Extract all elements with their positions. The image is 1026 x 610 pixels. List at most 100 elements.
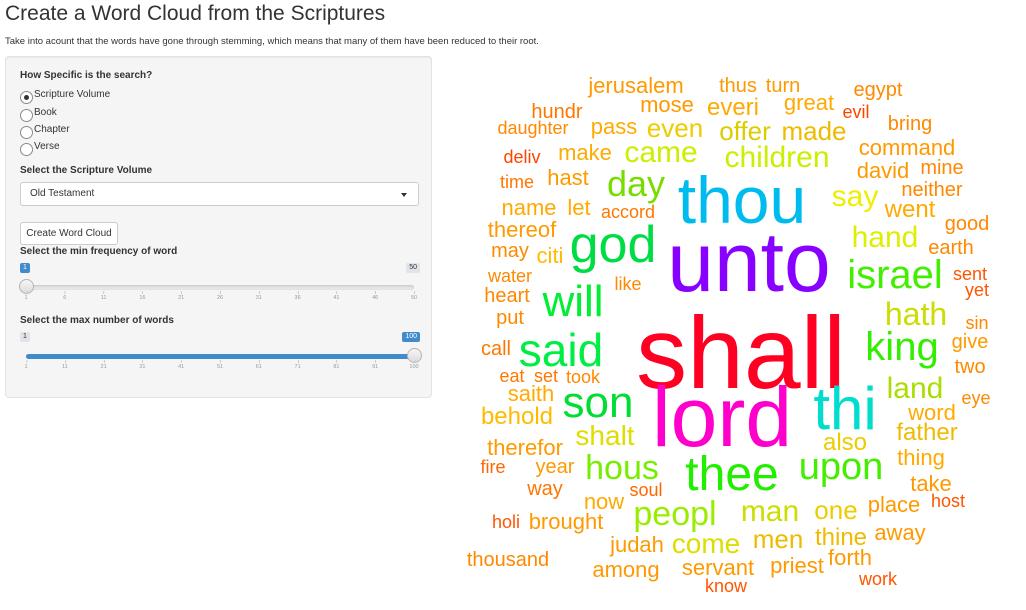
radio-button[interactable] — [20, 126, 33, 139]
cloud-word: sin — [965, 313, 989, 333]
slider-tick-label: 50 — [410, 291, 418, 301]
radio-button[interactable] — [20, 109, 33, 122]
cloud-word: thine — [814, 524, 868, 551]
cloud-word: brought — [528, 509, 604, 534]
sidebar-panel: How Specific is the search? Scripture Vo… — [5, 56, 432, 398]
slider-value-badge: 1 — [20, 263, 30, 273]
cloud-word: king — [865, 325, 939, 369]
slider-tick-label: 81 — [333, 360, 340, 370]
cloud-word: servant — [681, 555, 755, 580]
slider-tick-label: 46 — [372, 291, 379, 301]
cloud-word: son — [562, 378, 634, 427]
cloud-word: host — [930, 491, 966, 511]
slider-tick-label: 61 — [255, 360, 262, 370]
cloud-word: forth — [827, 545, 873, 570]
slider-value-badge: 100 — [402, 332, 420, 342]
slider-tick-label: 71 — [294, 360, 301, 370]
cloud-word: thou — [677, 163, 807, 237]
cloud-word: father — [896, 419, 958, 446]
slider-tick-label: 6 — [63, 291, 67, 301]
cloud-word: year — [535, 456, 575, 478]
cloud-word: call — [480, 338, 512, 360]
cloud-word: priest — [770, 553, 824, 578]
slider-handle[interactable] — [18, 279, 34, 294]
slider-tick-label: 1 — [24, 291, 28, 301]
slider-tick-label: 31 — [255, 291, 262, 301]
radio-label: Chapter — [34, 124, 70, 135]
cloud-word: took — [565, 367, 601, 387]
word-cloud: shall unto lord thou god thi said thee will son is… — [440, 60, 1026, 610]
cloud-word: behold — [480, 403, 554, 430]
slider-fill — [26, 354, 414, 359]
cloud-word: also — [822, 429, 868, 456]
radio-label: Scripture Volume — [34, 89, 111, 100]
cloud-word: everi — [706, 94, 760, 121]
cloud-word: hundr — [531, 101, 583, 123]
slider-max-badge: 50 — [406, 263, 420, 273]
cloud-word: word — [908, 400, 956, 425]
cloud-word: thereof — [487, 217, 557, 242]
chevron-down-icon — [401, 193, 407, 197]
cloud-word: heart — [484, 285, 530, 307]
radio-button-checked[interactable] — [20, 91, 33, 104]
cloud-word: bring — [887, 113, 933, 135]
radio-label: Verse — [34, 141, 60, 152]
create-word-cloud-button[interactable]: Create Word Cloud — [20, 222, 118, 245]
cloud-word: work — [858, 569, 898, 589]
cloud-word: even — [646, 113, 704, 143]
max-words-label: Select the max number of words — [20, 315, 174, 326]
page-title: Create a Word Cloud from the Scriptures — [5, 2, 386, 25]
cloud-word: therefor — [487, 435, 563, 460]
cloud-word: peopl — [633, 495, 717, 533]
cloud-word: upon — [798, 446, 884, 488]
cloud-word: sent — [952, 264, 988, 284]
cloud-word: deliv — [503, 147, 541, 167]
cloud-word: came — [624, 136, 698, 169]
cloud-word: come — [671, 528, 741, 559]
slider-tick-label: 26 — [216, 291, 224, 301]
slider-tick-label: 16 — [139, 291, 146, 301]
radio-button[interactable] — [20, 143, 33, 156]
cloud-word: hand — [851, 221, 919, 254]
slider-tick-label: 41 — [333, 291, 340, 301]
cloud-word: two — [954, 356, 986, 378]
cloud-word: among — [592, 557, 660, 582]
cloud-word: say — [831, 180, 879, 213]
cloud-word: shalt — [575, 420, 635, 451]
cloud-word: man — [740, 495, 800, 528]
slider-tick-label: 21 — [100, 360, 107, 370]
slider-tick-label: 91 — [372, 360, 379, 370]
cloud-word: day — [606, 163, 666, 204]
scripture-volume-select[interactable]: Old Testament — [20, 182, 419, 206]
cloud-word: judah — [610, 532, 664, 557]
cloud-word: lord — [651, 370, 793, 464]
slider-tick-label: 11 — [61, 360, 68, 370]
cloud-word: time — [499, 172, 535, 192]
cloud-word: command — [858, 135, 956, 160]
cloud-word: away — [874, 520, 926, 545]
cloud-word: way — [527, 478, 563, 500]
cloud-word: citi — [536, 243, 564, 268]
cloud-word: israel — [847, 253, 943, 297]
slider-tick-label: 31 — [139, 360, 146, 370]
cloud-word: land — [886, 372, 944, 405]
cloud-word: give — [951, 331, 989, 353]
cloud-word: one — [814, 495, 858, 525]
cloud-word: earth — [928, 237, 974, 259]
cloud-word: hath — [884, 296, 948, 332]
cloud-word: mine — [920, 157, 964, 179]
cloud-word: mose — [640, 92, 694, 117]
radio-label: Book — [34, 107, 57, 118]
cloud-word: know — [704, 576, 748, 596]
cloud-word: holi — [491, 512, 521, 532]
cloud-word: eye — [961, 388, 991, 408]
slider-track[interactable] — [26, 285, 414, 290]
cloud-word: unto — [667, 215, 831, 309]
slider-handle[interactable] — [406, 348, 422, 363]
cloud-word: egypt — [853, 79, 903, 101]
cloud-word: men — [752, 524, 804, 554]
slider-track[interactable] — [26, 354, 414, 359]
cloud-word: may — [491, 240, 529, 262]
